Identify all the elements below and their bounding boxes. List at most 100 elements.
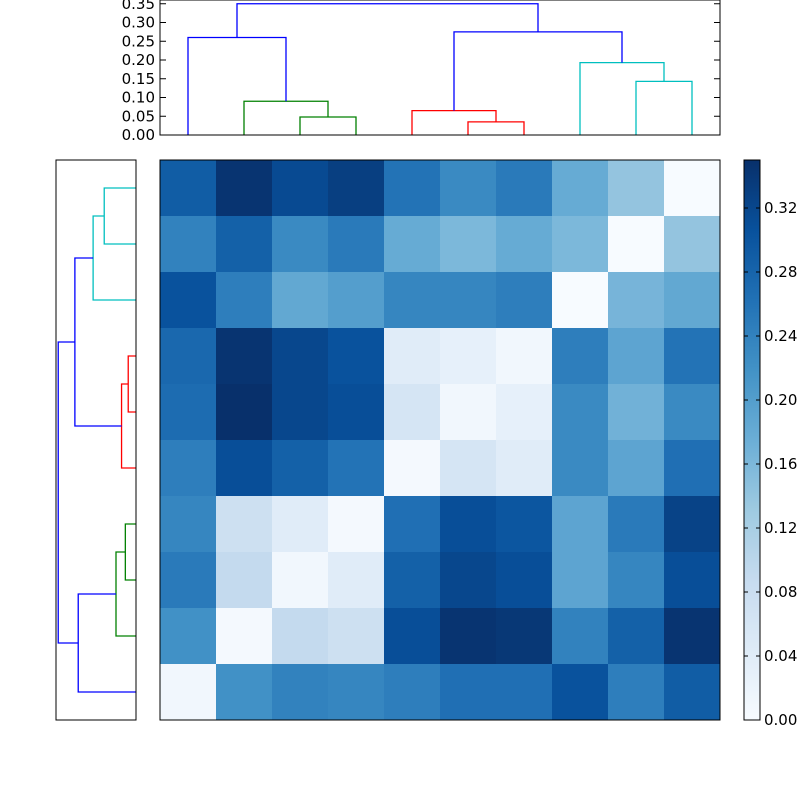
- heatmap-cell: [160, 552, 217, 609]
- heatmap-cell: [160, 496, 217, 553]
- heatmap-cell: [384, 440, 441, 497]
- heatmap-cell: [664, 496, 721, 553]
- heatmap-cell: [664, 608, 721, 665]
- left-dendrogram-link: [74, 257, 122, 427]
- top-dendrogram-ytick-label: 0.05: [122, 107, 155, 125]
- heatmap-cell: [608, 160, 665, 217]
- colorbar-tick-label: 0.32: [764, 199, 797, 217]
- heatmap-cell: [608, 216, 665, 273]
- heatmap-cell: [608, 272, 665, 329]
- top-dendrogram-ytick-label: 0.10: [122, 89, 155, 107]
- colorbar-tick-label: 0.12: [764, 519, 797, 537]
- heatmap-cell: [440, 608, 497, 665]
- top-dendrogram-ytick-label: 0.00: [122, 126, 155, 144]
- heatmap-cell: [328, 552, 385, 609]
- heatmap-cell: [384, 608, 441, 665]
- heatmap-cell: [440, 664, 497, 721]
- top-dendrogram-link: [579, 61, 665, 135]
- heatmap-cell: [440, 216, 497, 273]
- top-dendrogram-link: [236, 3, 539, 38]
- heatmap-cell: [328, 160, 385, 217]
- heatmap-cell: [160, 664, 217, 721]
- left-dendrogram-link: [120, 383, 136, 469]
- top-dendrogram-ytick-label: 0.15: [122, 70, 155, 88]
- colorbar-tick-label: 0.20: [764, 391, 797, 409]
- top-dendrogram-link: [299, 116, 357, 135]
- heatmap-cell: [552, 328, 609, 385]
- heatmap-cell: [496, 552, 553, 609]
- colorbar-tick-label: 0.24: [764, 327, 797, 345]
- heatmap-cell: [608, 384, 665, 441]
- heatmap-cell: [216, 384, 273, 441]
- heatmap-cell: [328, 328, 385, 385]
- left-dendrogram-link: [77, 593, 136, 693]
- heatmap-cell: [384, 384, 441, 441]
- heatmap-cell: [496, 496, 553, 553]
- heatmap-cell: [160, 384, 217, 441]
- heatmap-cell: [608, 328, 665, 385]
- heatmap-cell: [496, 216, 553, 273]
- heatmap-cell: [496, 272, 553, 329]
- heatmap-cell: [552, 216, 609, 273]
- heatmap-cell: [272, 216, 329, 273]
- heatmap-cell: [160, 216, 217, 273]
- left-dendrogram-link: [57, 341, 79, 644]
- left-dendrogram-link: [115, 551, 136, 637]
- heatmap-cell: [664, 384, 721, 441]
- heatmap-cell: [160, 608, 217, 665]
- heatmap-cell: [272, 608, 329, 665]
- heatmap-cell: [216, 664, 273, 721]
- colorbar-tick-label: 0.00: [764, 711, 797, 729]
- heatmap-cell: [440, 496, 497, 553]
- heatmap-cell: [608, 664, 665, 721]
- heatmap-cell: [496, 160, 553, 217]
- heatmap-cell: [328, 440, 385, 497]
- heatmap-cell: [384, 496, 441, 553]
- heatmap-cell: [216, 608, 273, 665]
- left-dendrogram-link: [127, 355, 136, 413]
- heatmap-cell: [328, 272, 385, 329]
- heatmap-cell: [552, 160, 609, 217]
- top-dendrogram: 0.000.050.100.150.200.250.300.35: [122, 0, 721, 144]
- heatmap-cell: [160, 272, 217, 329]
- heatmap-cell: [608, 552, 665, 609]
- colorbar-tick-label: 0.16: [764, 455, 797, 473]
- heatmap-frame: [159, 159, 721, 721]
- heatmap-cell: [440, 328, 497, 385]
- heatmap-cell: [272, 272, 329, 329]
- top-dendrogram-link: [453, 31, 623, 111]
- colorbar-tick-label: 0.08: [764, 583, 797, 601]
- heatmap-cell: [384, 552, 441, 609]
- heatmap-cell: [552, 272, 609, 329]
- heatmap-cell: [608, 440, 665, 497]
- heatmap-cell: [496, 328, 553, 385]
- heatmap-cell: [272, 440, 329, 497]
- heatmap-cell: [664, 160, 721, 217]
- heatmap-matrix: [159, 159, 721, 721]
- heatmap-cell: [608, 608, 665, 665]
- left-dendrogram: [55, 159, 137, 721]
- heatmap-cell: [272, 328, 329, 385]
- heatmap-cell: [328, 496, 385, 553]
- heatmap-cell: [552, 552, 609, 609]
- heatmap-cell: [160, 328, 217, 385]
- heatmap-cell: [440, 272, 497, 329]
- heatmap-cell: [216, 552, 273, 609]
- heatmap-cell: [552, 440, 609, 497]
- heatmap-cell: [216, 440, 273, 497]
- heatmap-cell: [440, 160, 497, 217]
- heatmap-cell: [440, 384, 497, 441]
- heatmap-cell: [608, 496, 665, 553]
- heatmap-cell: [496, 608, 553, 665]
- top-dendrogram-link: [635, 80, 693, 135]
- heatmap-cell: [216, 216, 273, 273]
- top-dendrogram-link: [187, 36, 287, 135]
- top-dendrogram-frame: [159, 0, 721, 136]
- top-dendrogram-ytick-label: 0.35: [122, 0, 155, 13]
- heatmap-cell: [664, 216, 721, 273]
- colorbar: 0.00 0.04 0.08 0.12 0.16 0.20 0.24 0.28 0.32: [743, 159, 797, 729]
- left-dendrogram-link: [103, 187, 136, 245]
- heatmap-cell: [216, 496, 273, 553]
- heatmap-cell: [216, 160, 273, 217]
